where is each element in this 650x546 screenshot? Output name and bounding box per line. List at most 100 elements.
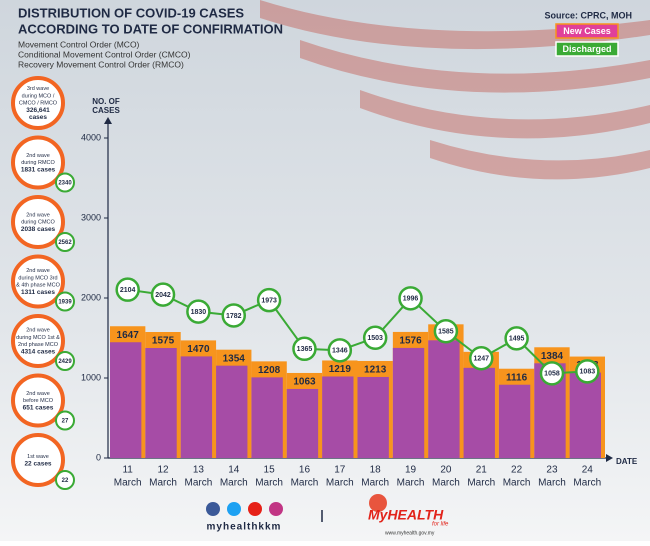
data-label: 1996 xyxy=(403,296,419,303)
wave-label: CMCO / RMCO xyxy=(19,100,58,106)
x-tick-label: 15 xyxy=(264,465,276,476)
x-tick-label: March xyxy=(326,478,354,489)
x-tick-label: 20 xyxy=(440,465,452,476)
data-label: 1213 xyxy=(364,365,387,376)
x-tick-label: March xyxy=(149,478,177,489)
wave-label: 2nd wave xyxy=(26,212,50,218)
legend-label: Discharged xyxy=(562,44,611,54)
bar-fill xyxy=(569,372,601,458)
x-tick-label: 17 xyxy=(334,465,346,476)
point xyxy=(292,336,317,362)
wave-cases: 1311 cases xyxy=(21,289,55,296)
data-label: 1782 xyxy=(226,313,242,320)
subtitle: Recovery Movement Control Order (RMCO) xyxy=(18,59,184,69)
x-tick-label: March xyxy=(467,478,495,489)
x-tick-label: 22 xyxy=(511,465,523,476)
bar-fill xyxy=(392,347,425,458)
point xyxy=(575,359,600,384)
data-label: 1384 xyxy=(541,351,564,362)
wave-label: during MCO / xyxy=(22,93,55,99)
wave-discharged-circle xyxy=(55,232,75,252)
point xyxy=(115,277,140,302)
wave-cases: 4314 cases xyxy=(21,349,56,356)
point xyxy=(539,361,565,386)
wave-cases: 326,641 xyxy=(26,107,50,114)
point xyxy=(469,345,494,371)
data-label: 1208 xyxy=(258,365,281,376)
wave-cases: 1831 cases xyxy=(21,166,56,173)
wave-label: during RMCO xyxy=(21,160,55,166)
x-tick-label: March xyxy=(573,478,601,489)
data-label: 2042 xyxy=(155,292,171,299)
data-label: 1585 xyxy=(438,329,454,336)
data-label: 1058 xyxy=(544,371,560,378)
wave-discharged-circle xyxy=(55,470,75,490)
bar-fill xyxy=(498,384,531,458)
subtitle: Conditional Movement Control Order (CMCO… xyxy=(18,49,191,59)
axis-arrow xyxy=(606,454,613,462)
wave-discharged: 2429 xyxy=(58,359,72,365)
x-tick-label: 24 xyxy=(582,465,594,476)
wave-discharged: 2562 xyxy=(58,240,72,246)
data-label: 1973 xyxy=(261,298,277,305)
point xyxy=(362,325,388,351)
x-tick-label: 19 xyxy=(405,465,417,476)
wave-discharged-circle xyxy=(55,351,75,371)
title: ACCORDING TO DATE OF CONFIRMATION xyxy=(18,21,283,36)
wave-circle xyxy=(11,195,65,249)
x-tick-label: March xyxy=(538,478,566,489)
title: DISTRIBUTION OF COVID-19 CASES xyxy=(18,5,244,20)
wave-label: 2nd wave xyxy=(26,391,50,397)
point xyxy=(433,318,459,344)
wave-circle xyxy=(11,254,65,309)
data-label: 2104 xyxy=(120,287,136,294)
x-tick-label: 23 xyxy=(546,465,558,476)
bar-fill xyxy=(216,365,248,458)
flag-stripes xyxy=(260,0,650,180)
data-label: 1647 xyxy=(117,330,140,341)
x-tick-label: March xyxy=(361,478,389,489)
data-label: 1830 xyxy=(191,309,207,316)
y-tick-label: 3000 xyxy=(81,212,101,222)
data-label: 1247 xyxy=(473,356,489,363)
wave-circle xyxy=(11,373,65,428)
wave-cases: 651 cases xyxy=(23,404,54,411)
wave-label: 2nd phase MCO xyxy=(18,342,59,348)
logo-mark xyxy=(369,494,387,512)
footer-handle: myhealthkkm xyxy=(207,522,282,533)
data-label: 1346 xyxy=(332,348,348,355)
bar-fill xyxy=(286,388,319,458)
data-label: 1354 xyxy=(223,353,246,364)
bar-fill xyxy=(322,376,354,458)
wave-cases: 2038 cases xyxy=(21,226,56,233)
bar-fill xyxy=(180,356,213,458)
wave-label: during MCO 3rd xyxy=(18,275,57,281)
subtitle: Movement Control Order (MCO) xyxy=(18,39,140,49)
legend-swatch xyxy=(555,41,619,57)
x-tick-label: 14 xyxy=(228,465,240,476)
y-axis-label: CASES xyxy=(92,106,120,115)
wave-cases: cases xyxy=(29,114,47,121)
x-tick-label: March xyxy=(397,478,425,489)
y-tick-label: 2000 xyxy=(81,292,101,302)
axis-arrow xyxy=(104,117,112,124)
bar-fill xyxy=(110,342,142,458)
wave-circle xyxy=(11,314,65,368)
wave-cases: 22 cases xyxy=(24,460,51,467)
x-tick-label: March xyxy=(114,478,142,489)
data-label: 1575 xyxy=(152,336,175,347)
wave-label: 3rd wave xyxy=(27,86,49,92)
bar-fill xyxy=(145,348,177,458)
wave-discharged-circle xyxy=(55,410,75,431)
point xyxy=(256,287,282,313)
wave-label: 2nd wave xyxy=(26,328,50,334)
point xyxy=(398,286,423,311)
wave-label: 1st wave xyxy=(27,454,49,460)
data-label: 1576 xyxy=(399,336,422,347)
wave-label: during CMCO xyxy=(21,219,55,225)
wave-label: & 4th phase MCO xyxy=(16,283,60,289)
x-tick-label: 13 xyxy=(193,465,205,476)
wave-label: before MCO xyxy=(23,398,54,404)
